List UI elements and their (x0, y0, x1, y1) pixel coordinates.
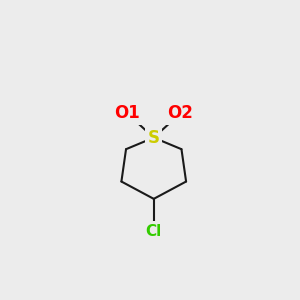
Text: O1: O1 (114, 104, 140, 122)
Text: Cl: Cl (146, 224, 162, 239)
Text: O2: O2 (167, 104, 193, 122)
Text: S: S (148, 129, 160, 147)
